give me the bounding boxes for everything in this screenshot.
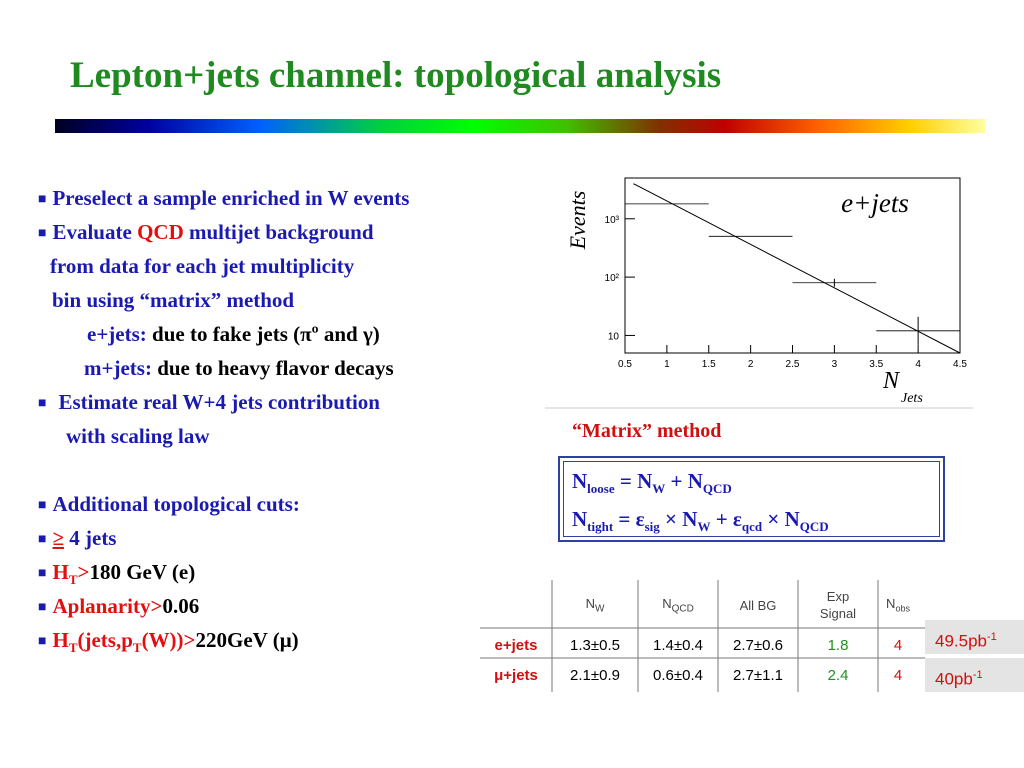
cell-value: 2.7±0.6 xyxy=(733,637,783,654)
bullet-marker-icon: ■ xyxy=(38,600,47,615)
mjets-text: due to heavy flavor decays xyxy=(151,356,394,380)
bullet-marker-icon: ■ xyxy=(38,566,47,581)
bullet-text: 4 jets xyxy=(64,526,117,550)
x-tick-label: 2.5 xyxy=(786,359,800,370)
pt-subscript: T xyxy=(132,640,142,656)
bullet-marker-icon: ■ xyxy=(38,498,47,513)
cell-nobs: 4 xyxy=(893,637,903,654)
header-exp-signal: Exp Signal xyxy=(819,589,857,621)
ejets-label: e+jets: xyxy=(87,322,147,346)
bullet-text: Additional topological cuts: xyxy=(52,492,300,516)
bullet-marker-icon: ■ xyxy=(38,532,47,547)
row-label-mujets: μ+jets xyxy=(494,667,538,684)
cell-value: 2.7±1.1 xyxy=(733,667,783,684)
header-nobs: Nobs xyxy=(886,596,910,614)
mjets-label: m+jets: xyxy=(84,356,152,380)
cut-ht-e: ■ HT>180 GeV (e) xyxy=(38,560,195,588)
njets-plot: 0.5 1 1.5 2 2.5 3 3.5 4 4.5 10 10² 10³ e+jets Events N… xyxy=(545,177,973,409)
cell-exp-signal: 2.4 xyxy=(827,667,849,684)
y-tick-label: 10² xyxy=(605,273,620,284)
x-tick-label: 4 xyxy=(915,359,921,370)
bullet-topological-cuts: ■ Additional topological cuts: xyxy=(38,492,300,517)
ht-args: (jets,p xyxy=(77,628,133,652)
bullet-marker-icon: ■ xyxy=(38,396,47,411)
bullet-text: Preselect a sample enriched in W events xyxy=(52,186,410,210)
rainbow-divider xyxy=(55,119,985,133)
fit-line xyxy=(633,183,961,354)
formula-tight: Ntight = εsig × NW + εqcd × NQCD xyxy=(572,507,829,535)
bullet-text: Evaluate xyxy=(52,220,138,244)
matrix-method-caption: “Matrix” method xyxy=(572,420,722,442)
formula-loose: Nloose = NW + NQCD xyxy=(572,469,732,497)
aplanarity-label: Aplanarity> xyxy=(52,594,163,618)
header-nw: NW xyxy=(585,596,605,615)
header-nqcd: NQCD xyxy=(662,596,694,615)
x-axis-label: N xyxy=(882,368,901,394)
cell-exp-signal: 1.8 xyxy=(827,637,849,654)
bullet-evaluate-line3: bin using “matrix” method xyxy=(52,288,295,312)
cell-value: 1.3±0.5 xyxy=(570,637,620,654)
cell-value: 0.6±0.4 xyxy=(653,667,703,684)
ht-label: H xyxy=(52,628,69,652)
x-tick-label: 0.5 xyxy=(618,359,632,370)
x-tick-label: 3.5 xyxy=(869,359,883,370)
cell-value: 2.1±0.9 xyxy=(570,667,620,684)
row-label-ejets: e+jets xyxy=(494,637,538,654)
x-tick-label: 1.5 xyxy=(702,359,716,370)
results-table: NW NQCD All BG Exp Signal Nobs e+jets 1.3… xyxy=(480,580,920,690)
bullet-marker-icon: ■ xyxy=(38,226,47,241)
ejets-text: due to fake jets (πº and γ) xyxy=(146,322,380,346)
qcd-highlight: QCD xyxy=(137,220,184,244)
bullet-evaluate: ■ Evaluate QCD multijet background xyxy=(38,220,374,245)
cut-njets: ■ ≥ 4 jets xyxy=(38,526,116,551)
bullet-marker-icon: ■ xyxy=(38,192,47,207)
x-tick-label: 2 xyxy=(748,359,754,370)
ht-subscript: T xyxy=(68,572,78,588)
x-tick-label: 4.5 xyxy=(953,359,967,370)
cut-ht-mu: ■ HT(jets,pT(W))>220GeV (μ) xyxy=(38,628,299,656)
gt-symbol: > xyxy=(77,560,90,584)
bullet-preselect: ■ Preselect a sample enriched in W events xyxy=(38,186,409,211)
bullet-estimate: ■ Estimate real W+4 jets contribution xyxy=(38,390,380,415)
bullet-text: multijet background xyxy=(183,220,374,244)
cut-aplanarity: ■ Aplanarity>0.06 xyxy=(38,594,199,619)
ejets-note: e+jets: due to fake jets (πº and γ) xyxy=(87,322,380,347)
y-tick-label: 10³ xyxy=(605,215,620,226)
matrix-formula-box: Nloose = NW + NQCD Ntight = εsig × NW + … xyxy=(558,456,945,542)
cut-value: 180 GeV (e) xyxy=(89,560,196,584)
ht-args-end: (W))> xyxy=(141,628,196,652)
results-table-grid xyxy=(480,580,925,692)
ht-label: H xyxy=(52,560,69,584)
header-allbg: All BG xyxy=(739,598,777,613)
cell-value: 1.4±0.4 xyxy=(653,637,703,654)
cut-value: 0.06 xyxy=(162,594,200,618)
bullet-evaluate-line2: from data for each jet multiplicity xyxy=(50,254,355,278)
y-tick-label: 10 xyxy=(608,331,620,342)
x-tick-label: 3 xyxy=(832,359,838,370)
y-axis-label: Events xyxy=(565,191,590,251)
x-axis-label-sub: Jets xyxy=(901,391,923,406)
ht-subscript: T xyxy=(68,640,78,656)
cut-value: 220GeV (μ) xyxy=(195,628,299,652)
page-title: Lepton+jets channel: topological analysi… xyxy=(70,55,722,96)
bullet-text: Estimate real W+4 jets contribution xyxy=(58,390,380,414)
mjets-note: m+jets: due to heavy flavor decays xyxy=(84,356,394,381)
bullet-estimate-line2: with scaling law xyxy=(66,424,210,448)
bullet-marker-icon: ■ xyxy=(38,634,47,649)
geq-symbol: ≥ xyxy=(52,526,64,550)
x-tick-label: 1 xyxy=(664,359,670,370)
lumi-mujets: 40pb-1 xyxy=(925,658,1024,692)
plot-title: e+jets xyxy=(841,188,909,218)
cell-nobs: 4 xyxy=(893,667,903,684)
lumi-ejets: 49.5pb-1 xyxy=(925,620,1024,654)
